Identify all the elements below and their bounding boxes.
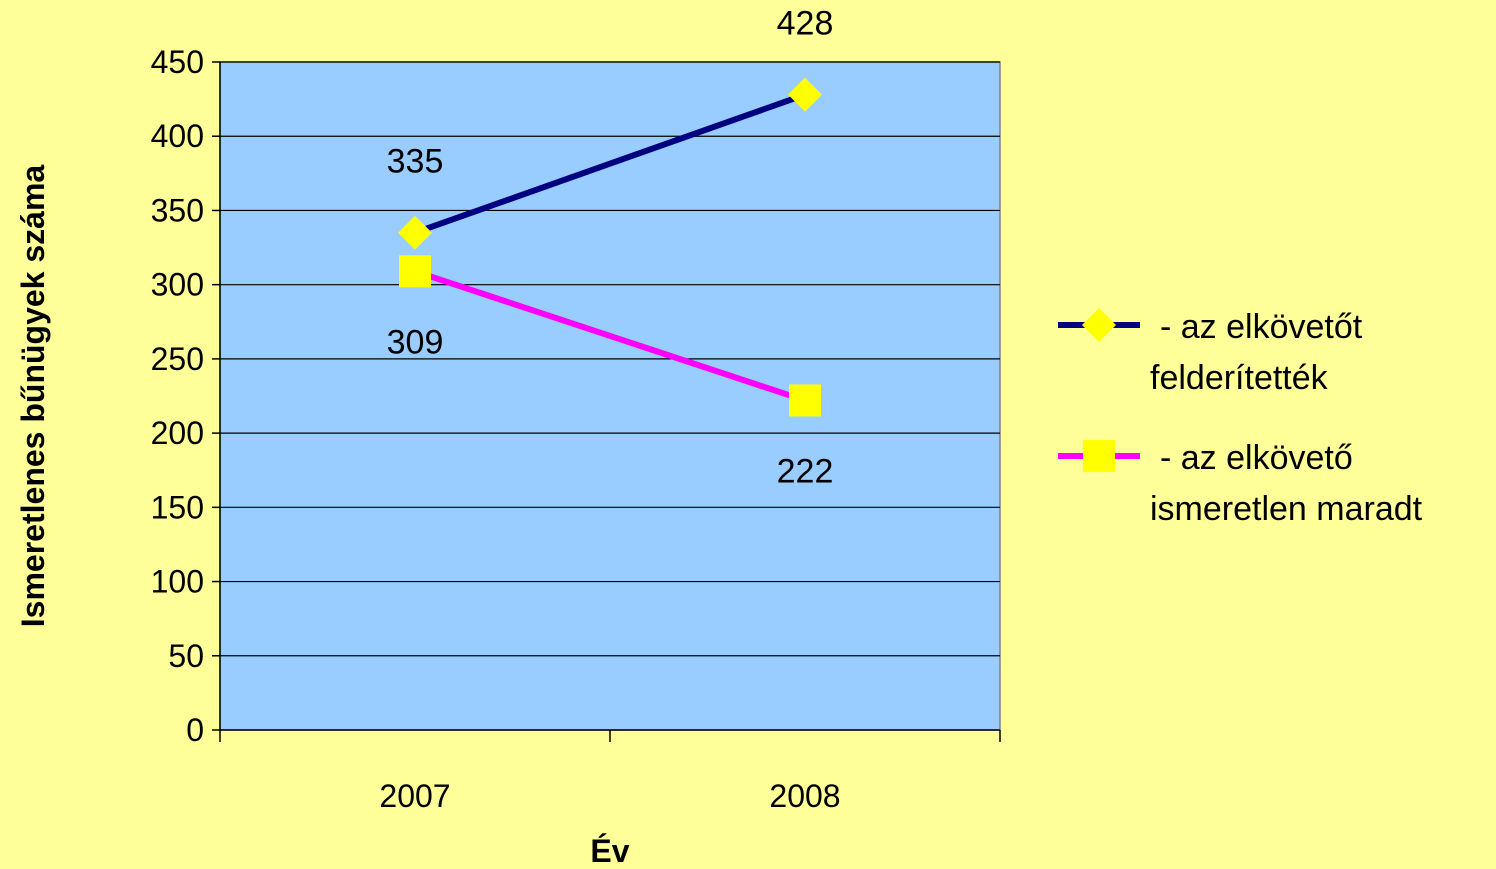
y-tick-label: 100 [151, 564, 204, 600]
legend-label: - az elkövetőt [1160, 308, 1363, 346]
y-tick-label: 200 [151, 415, 204, 451]
y-tick-label: 450 [151, 44, 204, 80]
data-label: 428 [777, 5, 834, 43]
data-labels: 335 428 309 222 [387, 5, 834, 491]
data-label: 309 [387, 323, 444, 361]
y-tick-label: 350 [151, 192, 204, 228]
legend-item-2: - az elkövető ismeretlen maradt [1058, 439, 1423, 528]
legend-label: ismeretlen maradt [1150, 490, 1423, 528]
series-line-1 [413, 91, 807, 236]
y-tick-label: 300 [151, 267, 204, 303]
x-axis: 2007 2008 [219, 729, 1001, 814]
series-2-point [789, 384, 821, 417]
y-tick-label: 150 [151, 489, 204, 525]
y-tick-label: 0 [186, 712, 204, 748]
legend-marker [1082, 308, 1116, 342]
x-tick-label: 2007 [379, 778, 450, 814]
legend-item-1: - az elkövetőt felderítették [1058, 308, 1363, 397]
y-axis: 0 50 100 150 200 250 300 350 400 450 [151, 44, 221, 748]
series-2-point [399, 255, 431, 288]
series-1-point [398, 215, 432, 250]
series-line-2 [414, 268, 806, 404]
data-label: 222 [777, 452, 834, 490]
series-1-point [788, 77, 822, 112]
y-axis-title: Ismeretlenes bűnügyek száma [15, 165, 51, 628]
series-layer [398, 77, 822, 417]
plot-area [219, 61, 1001, 731]
legend-label: felderítették [1150, 359, 1329, 397]
legend-label: - az elkövető [1160, 439, 1353, 477]
y-tick-label: 250 [151, 341, 204, 377]
y-tick-label: 50 [168, 638, 204, 674]
gridlines [220, 61, 1000, 657]
x-tick-label: 2008 [769, 778, 840, 814]
data-label: 335 [387, 143, 444, 181]
legend-marker [1083, 440, 1115, 472]
y-tick-label: 400 [151, 118, 204, 154]
x-axis-title: Év [590, 833, 629, 869]
